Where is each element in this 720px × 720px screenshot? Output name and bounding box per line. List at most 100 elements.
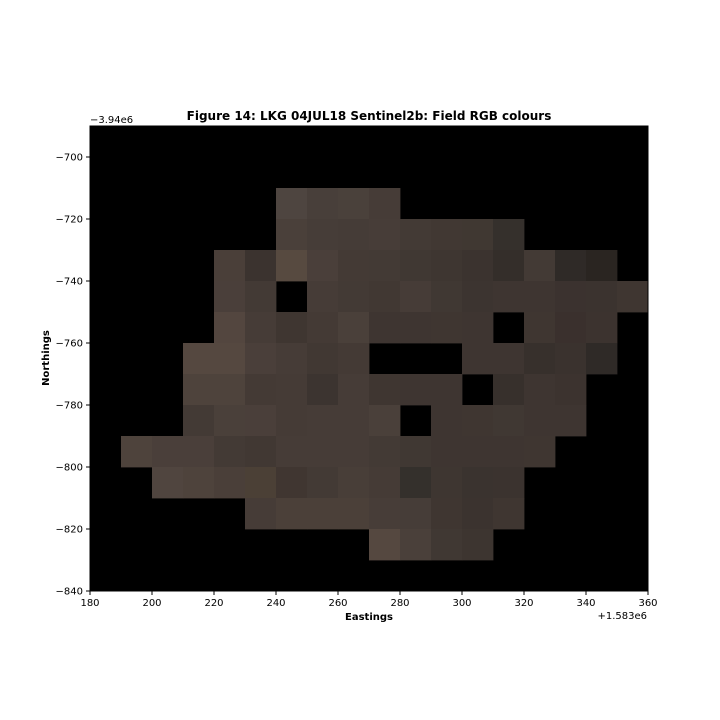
heatmap-cell <box>431 405 463 437</box>
heatmap-cell <box>214 467 246 499</box>
heatmap-cell <box>245 343 277 375</box>
heatmap-cell <box>338 281 370 313</box>
heatmap-cell <box>245 498 277 530</box>
heatmap-cell <box>462 343 494 375</box>
heatmap-cell <box>369 281 401 313</box>
x-tick-label: 200 <box>142 598 161 609</box>
heatmap-cell <box>524 250 556 282</box>
heatmap-cell <box>214 281 246 313</box>
y-tick-label: −820 <box>56 525 83 536</box>
x-tick-label: 320 <box>514 598 533 609</box>
heatmap-cell <box>586 250 618 282</box>
heatmap-cell <box>307 281 339 313</box>
heatmap-cell <box>431 250 463 282</box>
heatmap-cell <box>276 219 308 251</box>
heatmap-cell <box>555 405 587 437</box>
heatmap-cell <box>276 467 308 499</box>
heatmap-cell <box>307 436 339 468</box>
heatmap-cell <box>245 405 277 437</box>
heatmap-cell <box>307 405 339 437</box>
heatmap-cell <box>183 436 215 468</box>
heatmap-cell <box>369 374 401 406</box>
y-offset-label: −3.94e6 <box>90 115 133 126</box>
heatmap-cell <box>183 405 215 437</box>
heatmap-cell <box>245 281 277 313</box>
heatmap-cell <box>400 219 432 251</box>
heatmap-cell <box>400 374 432 406</box>
heatmap-cell <box>555 343 587 375</box>
heatmap-cell <box>245 250 277 282</box>
x-tick-label: 180 <box>80 598 99 609</box>
heatmap-cell <box>307 312 339 344</box>
heatmap-cell <box>400 467 432 499</box>
heatmap-cell <box>493 250 525 282</box>
heatmap-cell <box>338 343 370 375</box>
heatmap-cell <box>462 529 494 561</box>
heatmap-cell <box>152 436 184 468</box>
heatmap-cell <box>462 312 494 344</box>
y-tick-label: −740 <box>56 277 83 288</box>
heatmap-cell <box>462 250 494 282</box>
heatmap-cell <box>276 343 308 375</box>
heatmap-cell <box>307 343 339 375</box>
heatmap-cell <box>369 529 401 561</box>
heatmap-cell <box>214 405 246 437</box>
heatmap-cell <box>586 281 618 313</box>
heatmap-cell <box>493 374 525 406</box>
heatmap-cell <box>524 436 556 468</box>
heatmap-cell <box>400 281 432 313</box>
heatmap-cell <box>276 250 308 282</box>
heatmap-cell <box>555 281 587 313</box>
chart-title: Figure 14: LKG 04JUL18 Sentinel2b: Field… <box>187 109 552 123</box>
x-axis: 180 200 220 240 260 280 300 320 340 360 <box>80 591 658 609</box>
x-axis-label: Eastings <box>345 612 393 623</box>
heatmap-cell <box>493 498 525 530</box>
heatmap-cell <box>307 467 339 499</box>
heatmap-cell <box>214 343 246 375</box>
heatmap-cell <box>338 188 370 220</box>
heatmap-cell <box>431 436 463 468</box>
heatmap-cell <box>276 188 308 220</box>
heatmap-cell <box>493 219 525 251</box>
heatmap-cell <box>431 529 463 561</box>
heatmap-cell <box>493 436 525 468</box>
plot-frame <box>89 125 649 592</box>
heatmap-cell <box>431 374 463 406</box>
heatmap-cell <box>245 312 277 344</box>
heatmap-cell <box>214 436 246 468</box>
heatmap-cell <box>307 498 339 530</box>
heatmap-cell <box>338 250 370 282</box>
heatmap-cell <box>276 436 308 468</box>
y-tick-label: −840 <box>56 587 83 598</box>
heatmap-cell <box>586 343 618 375</box>
heatmap-cell <box>493 405 525 437</box>
x-tick-label: 360 <box>638 598 657 609</box>
heatmap-cell <box>121 436 153 468</box>
y-tick-label: −700 <box>56 153 83 164</box>
heatmap-cell <box>431 281 463 313</box>
heatmap-cell <box>307 250 339 282</box>
heatmap-cell <box>338 498 370 530</box>
heatmap-cell <box>307 374 339 406</box>
heatmap-cell <box>369 312 401 344</box>
heatmap-cell <box>400 529 432 561</box>
heatmap-cell <box>369 188 401 220</box>
x-tick-label: 260 <box>328 598 347 609</box>
heatmap-cell <box>462 405 494 437</box>
heatmap-cell <box>338 312 370 344</box>
heatmap-cell <box>431 312 463 344</box>
heatmap-cell <box>524 312 556 344</box>
heatmap-cell <box>276 405 308 437</box>
heatmap-cell <box>369 436 401 468</box>
heatmap-cell <box>214 250 246 282</box>
heatmap-cell <box>524 281 556 313</box>
heatmap-cell <box>400 436 432 468</box>
heatmap-cell <box>617 281 649 313</box>
y-axis: −700 −720 −740 −760 −780 −800 −820 −840 <box>56 153 90 598</box>
heatmap-cell <box>431 498 463 530</box>
heatmap-cell <box>524 343 556 375</box>
heatmap-cell <box>369 250 401 282</box>
heatmap-cell <box>214 312 246 344</box>
y-tick-label: −760 <box>56 339 83 350</box>
heatmap-cell <box>555 374 587 406</box>
